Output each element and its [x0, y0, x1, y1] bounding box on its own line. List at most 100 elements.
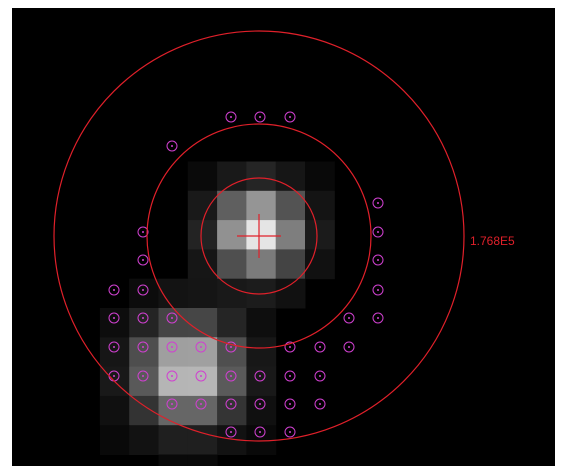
sky-marker [166, 341, 178, 353]
sky-marker [254, 111, 266, 123]
sky-marker-dot [171, 346, 173, 348]
sky-marker-dot [377, 317, 379, 319]
pixel [275, 249, 306, 280]
sky-marker-dot [171, 375, 173, 377]
sky-marker [284, 341, 296, 353]
sky-marker-dot [230, 346, 232, 348]
pixel [305, 161, 335, 192]
pixel [187, 249, 218, 280]
pixel [217, 190, 247, 221]
pixel [217, 395, 247, 426]
sky-marker-dot [113, 346, 115, 348]
sky-marker-dot [142, 375, 144, 377]
pixel [246, 249, 277, 280]
pixel [158, 454, 189, 466]
sky-marker [195, 341, 207, 353]
sky-marker [254, 370, 266, 382]
sky-marker [314, 370, 326, 382]
sky-marker-dot [348, 346, 350, 348]
pixel [217, 278, 247, 309]
sky-marker-dot [171, 403, 173, 405]
sky-marker-dot [200, 346, 202, 348]
sky-marker [314, 341, 326, 353]
sky-marker-dot [230, 403, 232, 405]
sky-marker-dot [259, 375, 261, 377]
sky-marker [108, 341, 120, 353]
pixel [217, 249, 247, 280]
sky-marker [372, 254, 384, 266]
pixel [158, 425, 189, 455]
sky-marker-dot [377, 259, 379, 261]
aperture-outer [53, 30, 465, 442]
sky-marker [343, 312, 355, 324]
sky-marker [137, 370, 149, 382]
sky-marker-dot [319, 346, 321, 348]
sky-marker [372, 284, 384, 296]
sky-marker-dot [142, 346, 144, 348]
sky-marker-dot [289, 375, 291, 377]
sky-marker [372, 312, 384, 324]
pixel [217, 308, 247, 338]
sky-marker-dot [259, 431, 261, 433]
pixel [246, 337, 277, 368]
sky-marker [137, 341, 149, 353]
sky-marker [284, 398, 296, 410]
pixel [187, 190, 218, 221]
sky-marker-dot [200, 375, 202, 377]
sky-marker [284, 111, 296, 123]
sky-marker [225, 370, 237, 382]
sky-marker [254, 426, 266, 438]
sky-marker [195, 370, 207, 382]
sky-marker [137, 284, 149, 296]
sky-marker [225, 341, 237, 353]
sky-marker-dot [289, 346, 291, 348]
sky-marker-dot [289, 403, 291, 405]
sky-marker-dot [113, 375, 115, 377]
sky-marker-dot [142, 259, 144, 261]
pixel [246, 220, 277, 250]
sky-marker [137, 254, 149, 266]
sky-marker-dot [259, 403, 261, 405]
sky-marker-dot [348, 317, 350, 319]
sky-marker [137, 226, 149, 238]
sky-marker [254, 398, 266, 410]
sky-marker-dot [319, 375, 321, 377]
sky-marker [166, 312, 178, 324]
sky-marker-dot [200, 403, 202, 405]
sky-marker-dot [377, 231, 379, 233]
sky-marker-dot [289, 431, 291, 433]
sky-marker [166, 140, 178, 152]
sky-marker-dot [142, 317, 144, 319]
sky-marker [284, 426, 296, 438]
sky-marker [314, 398, 326, 410]
pixel [275, 220, 306, 250]
sky-marker [108, 284, 120, 296]
pixel [305, 190, 335, 221]
pixel-grid [99, 161, 335, 466]
pixel [129, 278, 159, 309]
pixel [187, 454, 218, 466]
sky-marker-dot [289, 116, 291, 118]
pixel [187, 161, 218, 192]
sky-marker [166, 370, 178, 382]
sky-marker-dot [230, 431, 232, 433]
sky-marker [225, 398, 237, 410]
pixel [275, 278, 306, 309]
pixel [305, 220, 335, 250]
sky-marker-dot [171, 145, 173, 147]
sky-marker [108, 312, 120, 324]
sky-marker-dot [113, 317, 115, 319]
aperture-label: 1.768E5 [470, 234, 515, 248]
sky-marker [372, 197, 384, 209]
pixel [275, 161, 306, 192]
sky-marker-dot [171, 317, 173, 319]
sky-marker [166, 398, 178, 410]
sky-marker-dot [319, 403, 321, 405]
pixel [187, 395, 218, 426]
sky-marker-dot [259, 116, 261, 118]
sky-marker-dot [230, 116, 232, 118]
pixel [246, 190, 277, 221]
sky-marker-dot [377, 202, 379, 204]
